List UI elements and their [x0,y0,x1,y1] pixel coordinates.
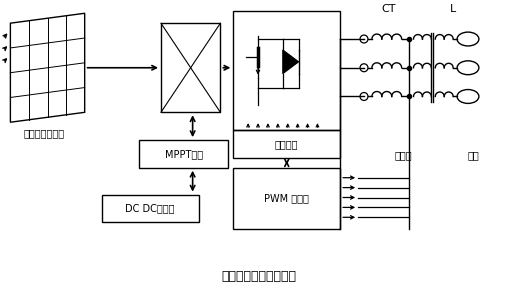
Polygon shape [283,50,298,74]
Bar [233,11,340,130]
Text: 驱动电路: 驱动电路 [275,139,298,149]
Text: 并网光伏发电系统组成: 并网光伏发电系统组成 [222,270,296,283]
Text: 电抗器: 电抗器 [395,150,413,160]
Text: PWM 控制器: PWM 控制器 [264,194,309,204]
Text: DC DC变换器: DC DC变换器 [125,204,175,213]
Text: L: L [450,4,456,14]
Text: MPPT控制: MPPT控制 [165,149,203,159]
Bar [139,140,228,168]
Bar [102,194,199,222]
Text: 太阳能电池阵列: 太阳能电池阵列 [23,128,65,138]
Bar [233,130,340,158]
Bar [161,23,221,112]
Text: 电网: 电网 [467,150,479,160]
Bar [233,168,340,229]
Text: CT: CT [381,4,396,14]
